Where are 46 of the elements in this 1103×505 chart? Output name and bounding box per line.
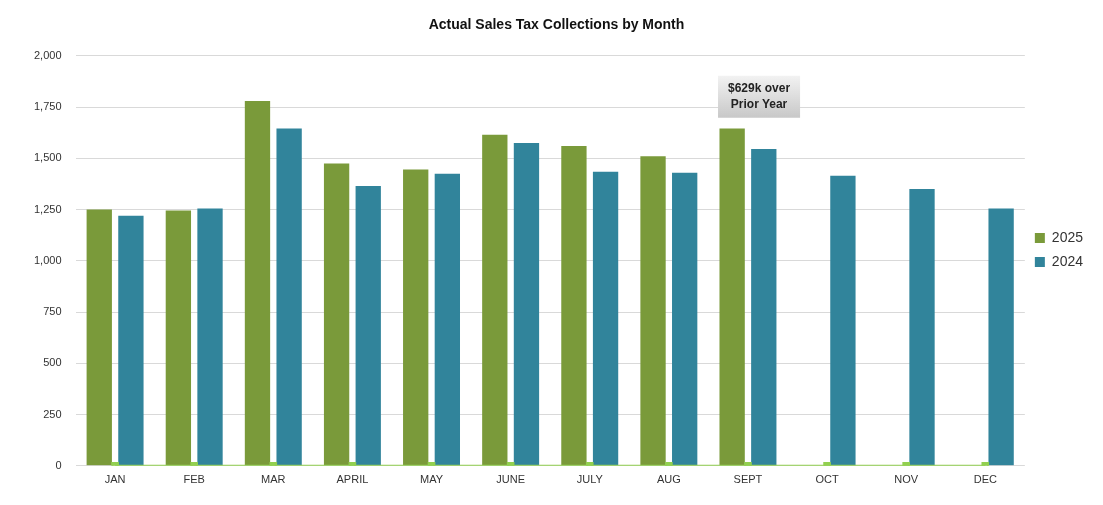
y-tick-label: 0: [55, 458, 62, 471]
x-tick-label: SEPT: [733, 473, 763, 486]
legend-label: 2024: [1051, 252, 1084, 269]
bar: [165, 210, 192, 466]
y-tick-label: 1,750: [34, 100, 62, 113]
bar: [244, 100, 271, 466]
bar: [640, 156, 666, 466]
y-tick-label: 500: [43, 356, 62, 369]
bar: [988, 208, 1014, 466]
x-tick-label: MAY: [420, 473, 444, 486]
chart-title: Actual Sales Tax Collections by Month: [428, 16, 685, 33]
bar: [592, 171, 619, 466]
bar: [482, 134, 508, 466]
bar: [751, 149, 777, 466]
annotation: $629k over Prior Year: [728, 81, 791, 112]
x-tick-label: APRIL: [336, 473, 369, 486]
bar: [276, 128, 302, 466]
x-tick-label: OCT: [815, 473, 839, 486]
y-tick-label: 750: [43, 305, 62, 318]
bar: [86, 209, 112, 466]
y-tick-label: 250: [43, 407, 62, 420]
bar: [323, 163, 350, 466]
bar: [719, 128, 745, 466]
y-tick-label: 1,000: [34, 253, 62, 266]
y-tick-label: 1,500: [34, 151, 62, 164]
bar: [909, 189, 935, 466]
bar: [403, 169, 429, 466]
bar: [561, 146, 587, 466]
bar: [434, 173, 461, 466]
x-tick-label: JULY: [576, 473, 604, 486]
x-tick-label: NOV: [894, 473, 919, 486]
bar: [672, 172, 698, 466]
bar: [197, 208, 223, 466]
x-tick-label: FEB: [183, 473, 205, 486]
bar: [830, 175, 856, 466]
x-tick-label: JUNE: [496, 473, 525, 486]
y-tick-label: 2,000: [34, 48, 62, 61]
x-tick-label: MAR: [261, 473, 286, 486]
bar: [355, 185, 381, 466]
x-tick-label: DEC: [973, 473, 997, 486]
x-tick-label: JAN: [104, 473, 126, 486]
bar: [118, 215, 144, 466]
y-tick-label: 1,250: [34, 202, 62, 215]
bar: [513, 142, 540, 466]
legend-label: 2025: [1051, 228, 1084, 245]
x-tick-label: AUG: [656, 473, 681, 486]
